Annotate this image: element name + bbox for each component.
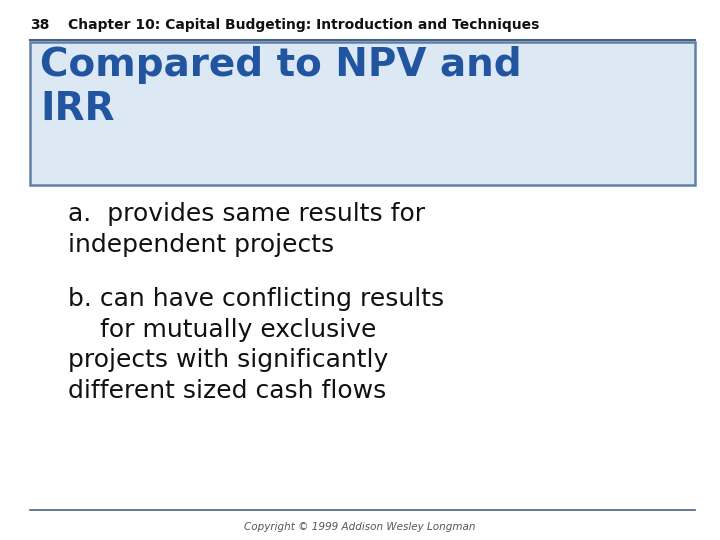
Text: Chapter 10: Capital Budgeting: Introduction and Techniques: Chapter 10: Capital Budgeting: Introduct… [68, 18, 539, 32]
Text: b. can have conflicting results
    for mutually exclusive
projects with signifi: b. can have conflicting results for mutu… [68, 287, 444, 403]
Text: 38: 38 [30, 18, 50, 32]
FancyBboxPatch shape [30, 42, 695, 185]
Text: Compared to NPV and
IRR: Compared to NPV and IRR [40, 46, 521, 128]
Text: Copyright © 1999 Addison Wesley Longman: Copyright © 1999 Addison Wesley Longman [244, 522, 476, 532]
Text: a.  provides same results for
independent projects: a. provides same results for independent… [68, 202, 425, 256]
